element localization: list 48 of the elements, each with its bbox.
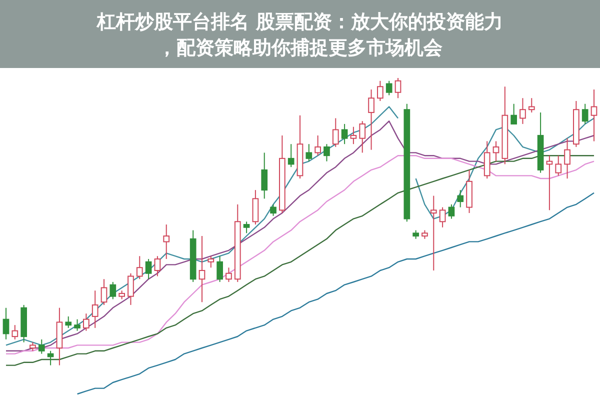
candlestick: [341, 123, 348, 145]
candlestick: [145, 258, 152, 280]
candlestick: [582, 103, 588, 124]
candlestick: [377, 80, 384, 102]
candlestick: [136, 256, 143, 280]
candlestick: [128, 272, 134, 306]
candlestick: [198, 236, 206, 303]
candlestick: [154, 256, 161, 277]
candlestick: [100, 278, 108, 306]
candlestick: [38, 338, 45, 354]
candlestick: [12, 324, 18, 340]
candlestick: [448, 204, 455, 220]
candlestick: [359, 120, 366, 154]
candlestick: [590, 88, 598, 142]
candlestick: [528, 98, 535, 113]
candlestick: [208, 256, 214, 268]
candlestick: [520, 98, 526, 124]
candlestick: [2, 307, 10, 340]
candlestick: [83, 313, 90, 332]
candlestick: [110, 281, 116, 300]
candlestick: [270, 204, 276, 216]
candlestick: [564, 138, 570, 180]
candlestick: [484, 140, 490, 180]
candlestick: [288, 144, 294, 168]
candlestick: [261, 152, 268, 200]
candlestick: [252, 190, 259, 226]
candlestick: [386, 80, 392, 96]
candlestick: [439, 206, 446, 228]
candlestick: [306, 144, 312, 162]
candlestick: [92, 290, 98, 328]
candlestick: [510, 103, 517, 124]
candlestick: [555, 155, 562, 176]
candlestick: [314, 134, 321, 156]
candlestick: [216, 256, 223, 282]
candlestick: [226, 267, 232, 282]
candlestick: [457, 190, 464, 208]
candlestick: [394, 78, 402, 99]
candlestick: [430, 195, 437, 271]
candlestick: [368, 88, 374, 150]
candlestick: [492, 140, 500, 162]
candlestick: [163, 224, 170, 260]
chart-title: 杠杆炒股平台排名 股票配资：放大你的投资能力，配资策略助你捕捉更多市场机会: [96, 11, 503, 59]
candlestick: [243, 221, 250, 234]
candlestick: [74, 318, 80, 332]
candlestick: [324, 144, 330, 162]
candlestick: [65, 316, 72, 328]
candlestick: [332, 118, 339, 148]
candlestick: [350, 126, 357, 145]
